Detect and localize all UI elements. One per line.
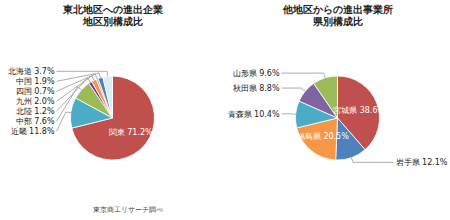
chart-root: 東北地区への進出企業地区別構成比関東 71.2% 北海道 3.7%中国 1.9%四… (0, 0, 450, 220)
data-labels: 関東 71.2% 北海道 3.7%中国 1.9%四国 0.7%九州 2.0%北陸 … (8, 67, 153, 137)
title-line: 東北地区への進出企業 (62, 4, 163, 15)
slice-label: 青森県 10.4% (228, 109, 280, 118)
slice-label: 岩手県 12.1% (396, 158, 448, 167)
pie-slice (103, 76, 113, 118)
slice-label-value: 3.7% (34, 67, 55, 76)
leader-line (57, 78, 91, 111)
slice-label-name: 中部 (16, 117, 35, 126)
slice-label-value: 1.2% (34, 107, 55, 116)
slice-label-name: 中国 (16, 77, 35, 86)
title-line: 県別構成比 (312, 16, 363, 27)
slice-label-name: 北陸 (16, 107, 35, 116)
slice-label-name: 近畿 (11, 127, 30, 136)
slice-label-name: 山形県 (233, 69, 260, 78)
slice-label-value: 11.8% (29, 127, 55, 136)
slice-label-value: 12.1% (422, 158, 448, 167)
slice-label: 近畿 11.8% (11, 127, 55, 136)
slice-label: 山形県 9.6% (233, 69, 280, 78)
slices (295, 76, 379, 160)
slice-label-value: 0.7% (34, 87, 55, 96)
slice-label-value: 71.2% (127, 128, 153, 137)
slice-label-value: 20.5% (323, 131, 349, 140)
leader-line (57, 112, 71, 131)
chart-svg: 東北地区への進出企業地区別構成比関東 71.2% 北海道 3.7%中国 1.9%四… (0, 0, 450, 220)
slice-label-name: 宮城県 (333, 105, 360, 114)
slice-label: 四国 0.7% (16, 87, 55, 96)
slice-label: 九州 2.0% (16, 97, 55, 106)
slice-label-value: 1.9% (34, 77, 55, 86)
slice-label-name: 岩手県 (396, 158, 423, 167)
title-line: 他地区からの進出事業所 (282, 4, 393, 15)
slice-label-value: 38.6% (360, 105, 386, 114)
leader-line (282, 73, 326, 78)
slice-label-name: 九州 (16, 97, 35, 106)
slice-label-name: 四国 (16, 87, 35, 96)
slice-label: 秋田県 8.8% (233, 84, 280, 93)
slice-label: 北陸 1.2% (16, 107, 55, 116)
slice-label-value: 7.6% (34, 117, 55, 126)
data-labels: 宮城県 38.6% 福島県 20.5% 山形県 9.6% 秋田県 8.8% 青森県 10… (228, 69, 448, 167)
slice-label: 北海道 3.7% (8, 67, 55, 76)
slice-label-name: 関東 (109, 128, 128, 137)
leader-line (282, 113, 296, 114)
title-line: 地区別構成比 (82, 16, 143, 27)
chart-title: 他地区からの進出事業所県別構成比 (282, 4, 393, 27)
slice-label: 福島県 20.5% (297, 131, 349, 140)
slice-label-value: 10.4% (254, 109, 280, 118)
slice-label-name: 青森県 (228, 109, 255, 118)
slices (71, 76, 155, 160)
slice-label: 宮城県 38.6% (333, 105, 385, 114)
slice-label-value: 8.8% (259, 84, 280, 93)
slice-label-name: 福島県 (297, 131, 324, 140)
slice-label: 関東 71.2% (109, 128, 153, 137)
slice-label-value: 9.6% (259, 69, 280, 78)
slice-label-name: 秋田県 (233, 84, 260, 93)
slice-label: 中国 1.9% (16, 77, 55, 86)
chart-title: 東北地区への進出企業地区別構成比 (62, 4, 163, 27)
leader-line (282, 88, 306, 91)
pie-panel: 他地区からの進出事業所県別構成比宮城県 38.6% 福島県 20.5% 山形県 9.… (228, 4, 448, 167)
leader-line (57, 86, 82, 121)
slice-label-value: 2.0% (34, 97, 55, 106)
slice-label: 中部 7.6% (16, 117, 55, 126)
slice-label-name: 北海道 (8, 67, 35, 76)
leader-line (57, 74, 98, 91)
leader-line (351, 158, 393, 163)
pie-panel: 東北地区への進出企業地区別構成比関東 71.2% 北海道 3.7%中国 1.9%四… (8, 4, 163, 214)
annotation: 東京商工リサーチ調べ (93, 206, 163, 214)
